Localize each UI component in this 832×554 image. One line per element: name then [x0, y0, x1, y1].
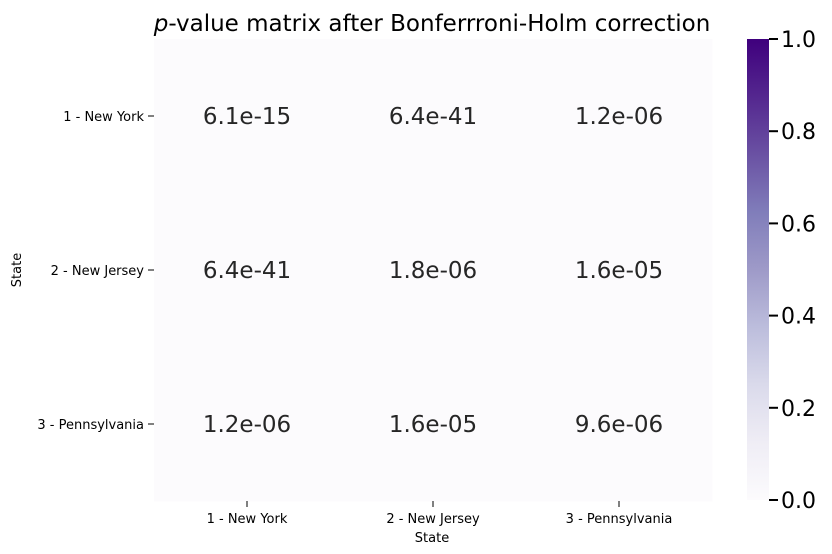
cell-value-label: 9.6e-06	[575, 412, 663, 438]
colorbar-tick-label: 0.0	[781, 489, 816, 514]
x-tick-label: 1 - New York	[207, 512, 288, 527]
x-axis-ticks: 1 - New York 2 - New Jersey 3 - Pennsylvan…	[207, 501, 673, 527]
heatmap-cell	[340, 347, 527, 502]
x-tick-label: 3 - Pennsylvania	[566, 512, 673, 527]
heatmap-cell	[526, 193, 713, 348]
cell-value-label: 1.6e-05	[389, 412, 477, 438]
colorbar-tick-label: 0.2	[781, 397, 816, 422]
chart-title-italic: p	[153, 11, 169, 37]
y-axis-label: State	[10, 253, 25, 287]
heatmap-cell	[154, 193, 341, 348]
chart-title: p-value matrix after Bonferrroni-Holm co…	[153, 11, 711, 37]
heatmap-cells	[154, 39, 713, 502]
cell-value-label: 1.8e-06	[389, 258, 477, 284]
colorbar	[747, 39, 769, 500]
heatmap-cell	[526, 347, 713, 502]
colorbar-tick-label: 0.6	[781, 212, 816, 237]
x-tick-label: 2 - New Jersey	[386, 512, 480, 527]
y-axis-ticks: 1 - New York 2 - New Jersey 3 - Pennsylvan…	[37, 110, 154, 433]
colorbar-tick-label: 0.8	[781, 120, 816, 145]
colorbar-tick-label: 1.0	[781, 28, 816, 53]
heatmap-cell	[154, 39, 341, 194]
heatmap-cell	[340, 39, 527, 194]
colorbar-tick-label: 0.4	[781, 305, 816, 330]
cell-value-label: 1.2e-06	[575, 104, 663, 130]
y-tick-label: 3 - Pennsylvania	[37, 418, 144, 433]
cell-value-label: 6.1e-15	[203, 104, 291, 130]
x-axis-label: State	[415, 531, 449, 546]
cell-value-label: 6.4e-41	[389, 104, 477, 130]
y-tick-label: 2 - New Jersey	[51, 264, 145, 279]
cell-value-label: 1.2e-06	[203, 412, 291, 438]
chart-title-rest: -value matrix after Bonferrroni-Holm cor…	[168, 11, 710, 37]
cell-value-label: 6.4e-41	[203, 258, 291, 284]
heatmap-cell-labels: 6.1e-15 6.4e-41 1.2e-06 6.4e-41 1.8e-06 1.6e-…	[203, 104, 663, 438]
cell-value-label: 1.6e-05	[575, 258, 663, 284]
heatmap-cell	[526, 39, 713, 194]
heatmap-cell	[154, 347, 341, 502]
y-tick-label: 1 - New York	[63, 110, 144, 125]
colorbar-ticks: 0.0 0.2 0.4 0.6 0.8 1.0	[769, 28, 816, 514]
heatmap-cell	[340, 193, 527, 348]
